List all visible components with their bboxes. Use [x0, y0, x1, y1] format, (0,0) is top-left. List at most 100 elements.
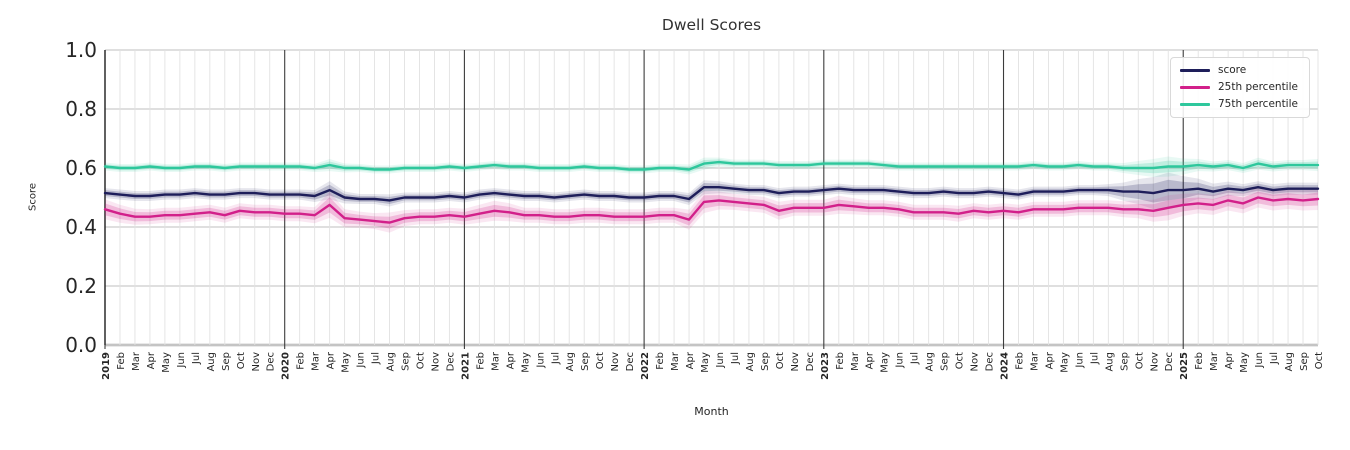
svg-text:Feb: Feb	[116, 352, 127, 370]
svg-text:Feb: Feb	[1014, 352, 1025, 370]
svg-text:May: May	[161, 352, 172, 373]
y-axis-label: Score	[27, 182, 39, 212]
svg-text:Apr: Apr	[326, 351, 337, 369]
svg-text:Apr: Apr	[505, 351, 516, 369]
svg-text:Jun: Jun	[356, 352, 367, 369]
svg-text:2025: 2025	[1179, 352, 1190, 380]
svg-text:Dec: Dec	[445, 352, 456, 371]
svg-text:Mar: Mar	[311, 351, 322, 371]
svg-text:Feb: Feb	[655, 352, 666, 370]
svg-text:0.4: 0.4	[65, 215, 97, 239]
svg-text:Apr: Apr	[685, 351, 696, 369]
svg-text:Mar: Mar	[490, 351, 501, 371]
svg-text:Feb: Feb	[835, 352, 846, 370]
legend-label: 75th percentile	[1218, 98, 1298, 110]
svg-text:Oct: Oct	[955, 352, 966, 369]
svg-text:Sep: Sep	[760, 352, 771, 371]
svg-text:Sep: Sep	[1299, 352, 1310, 371]
svg-text:1.0: 1.0	[65, 38, 97, 62]
svg-text:Aug: Aug	[745, 352, 756, 372]
svg-text:2022: 2022	[640, 352, 651, 380]
svg-text:Jun: Jun	[1074, 352, 1085, 369]
svg-text:Oct: Oct	[236, 352, 247, 369]
svg-text:Jun: Jun	[535, 352, 546, 369]
svg-text:0.0: 0.0	[65, 333, 97, 357]
svg-text:Jun: Jun	[715, 352, 726, 369]
svg-text:Apr: Apr	[146, 351, 157, 369]
legend-item-score: score	[1180, 64, 1301, 77]
svg-text:0.2: 0.2	[65, 274, 97, 298]
svg-text:2019: 2019	[101, 352, 112, 380]
svg-text:Sep: Sep	[221, 352, 232, 371]
svg-text:Apr: Apr	[1224, 351, 1235, 369]
svg-text:Jun: Jun	[176, 352, 187, 369]
legend-label: score	[1218, 64, 1247, 76]
svg-text:Sep: Sep	[401, 352, 412, 371]
svg-text:Nov: Nov	[1149, 352, 1160, 372]
svg-text:Nov: Nov	[970, 352, 981, 372]
percentile-75-line-swatch	[1180, 103, 1210, 106]
score-line-swatch	[1180, 69, 1210, 72]
svg-text:Mar: Mar	[670, 351, 681, 371]
svg-text:Aug: Aug	[1104, 352, 1115, 372]
x-axis-label: Month	[694, 405, 729, 418]
svg-text:0.8: 0.8	[65, 97, 97, 121]
legend-item-75th-percentile: 75th percentile	[1180, 98, 1301, 111]
svg-text:May: May	[341, 352, 352, 373]
percentile-25-line-swatch	[1180, 86, 1210, 89]
svg-text:Sep: Sep	[940, 352, 951, 371]
svg-text:Aug: Aug	[925, 352, 936, 372]
svg-text:Jul: Jul	[1269, 352, 1280, 365]
svg-text:Oct: Oct	[1314, 352, 1325, 369]
legend-label: 25th percentile	[1218, 81, 1298, 93]
svg-text:Jun: Jun	[1254, 352, 1265, 369]
svg-text:Jul: Jul	[1089, 352, 1100, 365]
svg-text:Feb: Feb	[1194, 352, 1205, 370]
svg-text:Dec: Dec	[985, 352, 996, 371]
svg-text:Apr: Apr	[865, 351, 876, 369]
svg-text:Jun: Jun	[895, 352, 906, 369]
svg-text:Dec: Dec	[805, 352, 816, 371]
svg-text:Dec: Dec	[266, 352, 277, 371]
chart-title: Dwell Scores	[661, 16, 762, 34]
svg-text:Aug: Aug	[206, 352, 217, 372]
svg-text:Mar: Mar	[1029, 351, 1040, 371]
svg-text:May: May	[520, 352, 531, 373]
svg-text:Sep: Sep	[580, 352, 591, 371]
svg-text:Apr: Apr	[1044, 351, 1055, 369]
legend: score 25th percentile 75th percentile	[1170, 57, 1310, 118]
svg-text:Sep: Sep	[1119, 352, 1130, 371]
svg-text:2023: 2023	[820, 352, 831, 380]
svg-text:Dec: Dec	[1164, 352, 1175, 371]
svg-text:Jul: Jul	[910, 352, 921, 365]
svg-text:Jul: Jul	[191, 352, 202, 365]
svg-text:0.6: 0.6	[65, 156, 97, 180]
svg-text:Oct: Oct	[595, 352, 606, 369]
svg-text:Mar: Mar	[1209, 351, 1220, 371]
svg-text:Jul: Jul	[371, 352, 382, 365]
svg-text:May: May	[1239, 352, 1250, 373]
svg-text:Mar: Mar	[850, 351, 861, 371]
svg-text:Nov: Nov	[790, 352, 801, 372]
svg-text:2020: 2020	[281, 352, 292, 380]
svg-text:Jul: Jul	[730, 352, 741, 365]
svg-text:Feb: Feb	[296, 352, 307, 370]
svg-text:Nov: Nov	[610, 352, 621, 372]
svg-text:Aug: Aug	[565, 352, 576, 372]
svg-text:Nov: Nov	[430, 352, 441, 372]
svg-text:May: May	[700, 352, 711, 373]
svg-text:Oct: Oct	[775, 352, 786, 369]
svg-text:May: May	[880, 352, 891, 373]
svg-text:Mar: Mar	[131, 351, 142, 371]
svg-text:2021: 2021	[460, 352, 471, 380]
legend-item-25th-percentile: 25th percentile	[1180, 81, 1301, 94]
svg-text:Feb: Feb	[475, 352, 486, 370]
svg-text:2024: 2024	[1000, 352, 1011, 380]
svg-text:Aug: Aug	[386, 352, 397, 372]
svg-text:Aug: Aug	[1284, 352, 1295, 372]
svg-text:Jul: Jul	[550, 352, 561, 365]
svg-text:Dec: Dec	[625, 352, 636, 371]
svg-text:Oct: Oct	[1134, 352, 1145, 369]
